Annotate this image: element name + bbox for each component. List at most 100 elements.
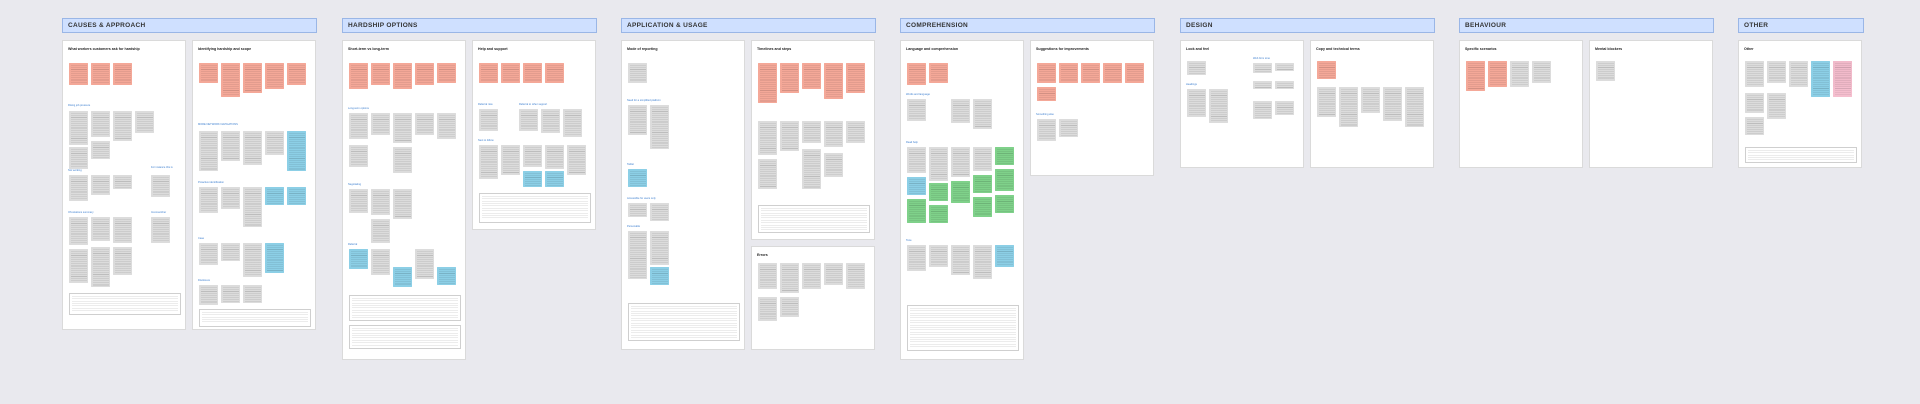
sticky-note[interactable]	[802, 63, 821, 89]
frame-copy-technical-terms[interactable]: Copy and technical terms	[1310, 40, 1434, 168]
sticky-note[interactable]	[951, 181, 970, 203]
sticky-note[interactable]	[393, 147, 412, 173]
sticky-note[interactable]	[1596, 61, 1615, 81]
sticky-note[interactable]	[1275, 81, 1294, 89]
sticky-note[interactable]	[995, 195, 1014, 213]
sticky-note[interactable]	[907, 147, 926, 173]
sticky-note[interactable]	[1253, 63, 1272, 73]
sticky-note[interactable]	[501, 63, 520, 83]
frame-mode-of-reporting[interactable]: Mode of reporting Need for a simplified …	[621, 40, 745, 350]
sticky-note[interactable]	[265, 243, 284, 273]
sticky-note[interactable]	[113, 217, 132, 243]
sticky-note[interactable]	[802, 121, 821, 143]
sticky-note[interactable]	[371, 249, 390, 275]
sticky-note[interactable]	[287, 131, 306, 171]
sticky-note[interactable]	[1187, 89, 1206, 117]
sticky-note[interactable]	[1789, 61, 1808, 87]
sticky-note[interactable]	[1488, 61, 1507, 87]
sticky-note[interactable]	[995, 169, 1014, 191]
sticky-note[interactable]	[371, 189, 390, 215]
sticky-note[interactable]	[628, 231, 647, 279]
sticky-note[interactable]	[846, 121, 865, 143]
sticky-note[interactable]	[199, 285, 218, 305]
sticky-note[interactable]	[1745, 93, 1764, 113]
sticky-note[interactable]	[1103, 63, 1122, 83]
frame-language-comprehension[interactable]: Language and comprehension Words and lan…	[900, 40, 1024, 360]
sticky-note[interactable]	[113, 175, 132, 189]
sticky-note[interactable]	[371, 113, 390, 135]
sticky-note[interactable]	[929, 205, 948, 223]
sticky-note[interactable]	[479, 63, 498, 83]
sticky-note[interactable]	[1405, 87, 1424, 127]
sticky-note[interactable]	[393, 267, 412, 287]
sticky-note[interactable]	[973, 197, 992, 217]
sticky-note[interactable]	[1037, 87, 1056, 101]
sticky-note[interactable]	[69, 249, 88, 283]
sticky-note[interactable]	[91, 63, 110, 85]
sticky-note[interactable]	[824, 63, 843, 99]
sticky-note[interactable]	[1037, 119, 1056, 141]
sticky-note[interactable]	[567, 145, 586, 175]
sticky-note[interactable]	[221, 187, 240, 209]
sticky-note[interactable]	[69, 175, 88, 201]
sticky-note[interactable]	[437, 267, 456, 285]
sticky-note[interactable]	[523, 171, 542, 187]
sticky-note[interactable]	[371, 63, 390, 85]
sticky-note[interactable]	[973, 147, 992, 171]
sticky-note[interactable]	[563, 109, 582, 137]
sticky-note[interactable]	[907, 177, 926, 195]
sticky-note[interactable]	[951, 99, 970, 123]
sticky-note[interactable]	[265, 63, 284, 89]
sticky-note[interactable]	[973, 99, 992, 129]
sticky-note[interactable]	[907, 63, 926, 85]
sticky-note[interactable]	[113, 111, 132, 141]
sticky-note[interactable]	[758, 263, 777, 289]
sticky-note[interactable]	[113, 247, 132, 275]
sticky-note[interactable]	[995, 147, 1014, 165]
sticky-note[interactable]	[907, 245, 926, 271]
sticky-note[interactable]	[69, 147, 88, 169]
sticky-note[interactable]	[1833, 61, 1852, 97]
sticky-note[interactable]	[929, 245, 948, 267]
sticky-note[interactable]	[1361, 87, 1380, 113]
sticky-note[interactable]	[650, 203, 669, 221]
sticky-note[interactable]	[393, 189, 412, 219]
sticky-note[interactable]	[243, 187, 262, 227]
sticky-note[interactable]	[1466, 61, 1485, 91]
sticky-note[interactable]	[113, 63, 132, 85]
sticky-note[interactable]	[91, 111, 110, 137]
sticky-note[interactable]	[1767, 93, 1786, 119]
sticky-note[interactable]	[393, 63, 412, 89]
sticky-note[interactable]	[221, 63, 240, 97]
sticky-note[interactable]	[1253, 101, 1272, 119]
sticky-note[interactable]	[1811, 61, 1830, 97]
sticky-note[interactable]	[929, 63, 948, 83]
frame-look-and-feel[interactable]: Look and feel Headings Web form tone	[1180, 40, 1304, 168]
sticky-note[interactable]	[265, 187, 284, 205]
sticky-note[interactable]	[780, 297, 799, 317]
sticky-note[interactable]	[199, 243, 218, 265]
sticky-note[interactable]	[929, 183, 948, 201]
sticky-note[interactable]	[479, 145, 498, 179]
sticky-note[interactable]	[221, 285, 240, 303]
sticky-note[interactable]	[371, 219, 390, 243]
sticky-note[interactable]	[780, 63, 799, 93]
sticky-note[interactable]	[1317, 61, 1336, 79]
sticky-note[interactable]	[243, 131, 262, 165]
sticky-note[interactable]	[907, 199, 926, 223]
sticky-note[interactable]	[151, 175, 170, 197]
sticky-note[interactable]	[628, 105, 647, 135]
frame-short-vs-long[interactable]: Short-term vs long-term Long-term option…	[342, 40, 466, 360]
sticky-note[interactable]	[1253, 81, 1272, 89]
sticky-note[interactable]	[1745, 117, 1764, 135]
sticky-note[interactable]	[650, 267, 669, 285]
sticky-note[interactable]	[824, 153, 843, 177]
sticky-note[interactable]	[243, 285, 262, 303]
sticky-note[interactable]	[1383, 87, 1402, 121]
sticky-note[interactable]	[628, 169, 647, 187]
sticky-note[interactable]	[523, 63, 542, 83]
frame-mental-blockers[interactable]: Mental blockers	[1589, 40, 1713, 168]
sticky-note[interactable]	[1275, 101, 1294, 115]
sticky-note[interactable]	[951, 245, 970, 275]
sticky-note[interactable]	[349, 113, 368, 139]
